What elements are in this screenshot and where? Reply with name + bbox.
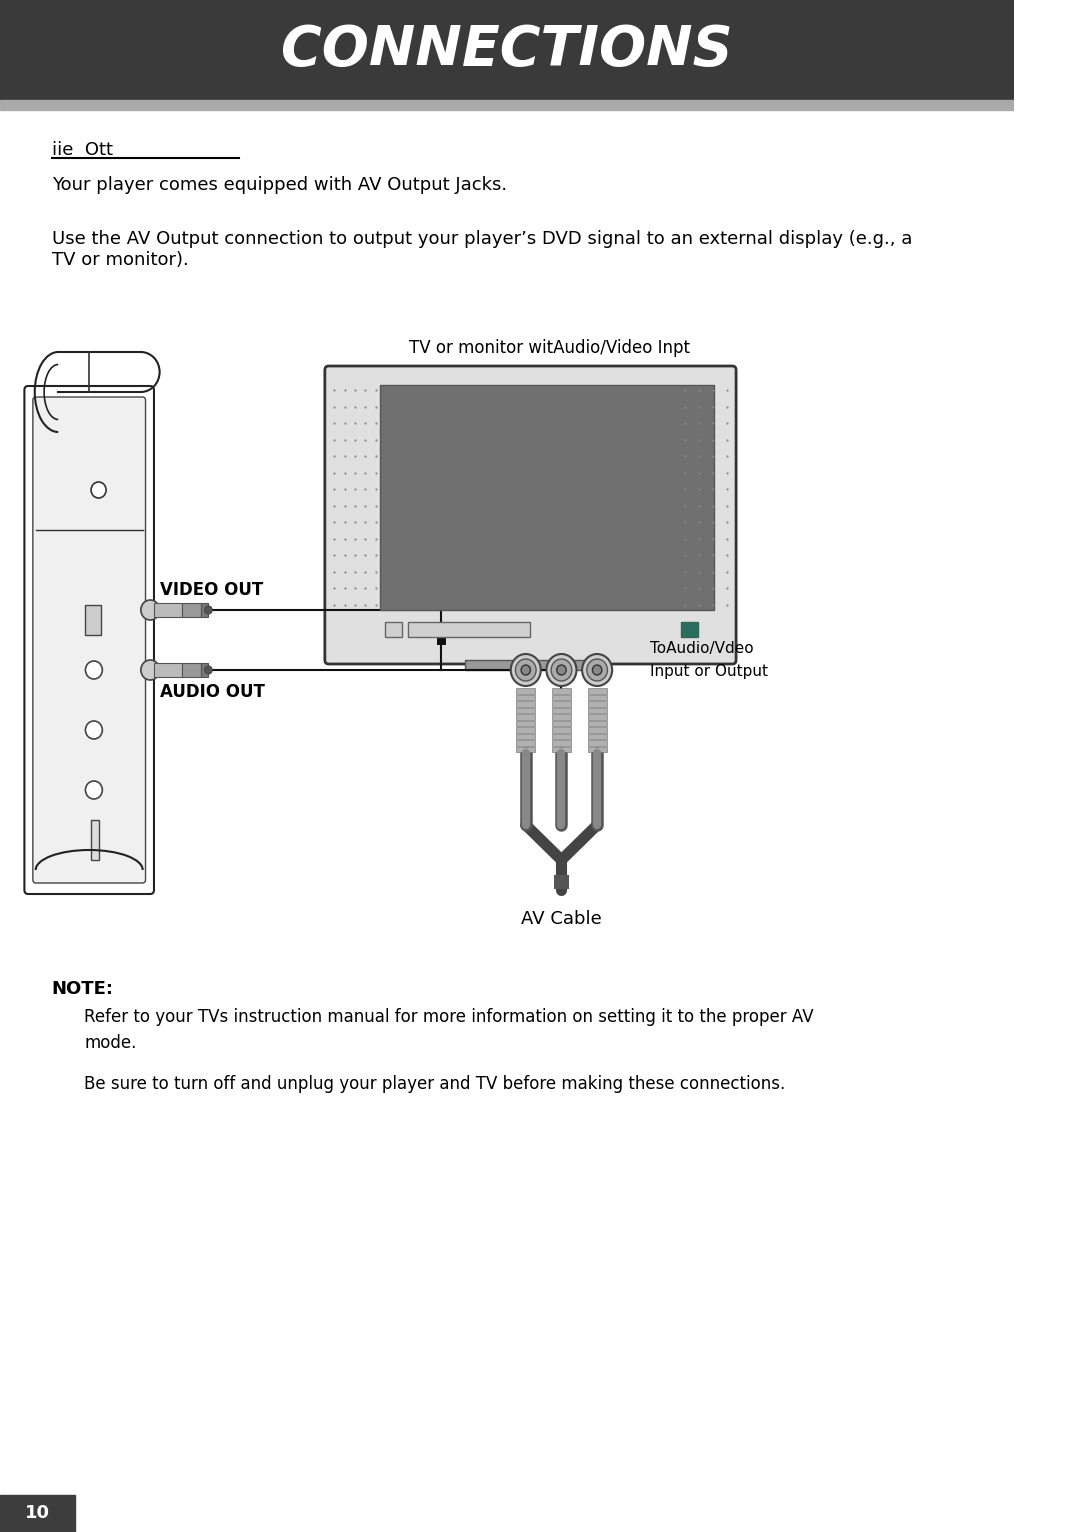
Text: ⊕: ⊕	[98, 556, 105, 564]
Text: VOLUME: VOLUME	[82, 818, 87, 841]
Circle shape	[593, 665, 602, 676]
Text: POWER
ON/OFF: POWER ON/OFF	[70, 610, 81, 630]
Circle shape	[85, 660, 103, 679]
Bar	[516, 708, 536, 712]
Bar	[183, 663, 201, 677]
Circle shape	[85, 781, 103, 800]
Bar	[154, 604, 183, 617]
Bar	[588, 728, 607, 732]
Bar	[588, 740, 607, 746]
Circle shape	[85, 722, 103, 738]
Circle shape	[521, 665, 530, 676]
Bar	[552, 740, 571, 746]
Bar	[516, 720, 536, 726]
Bar	[91, 820, 98, 859]
Bar	[588, 708, 607, 712]
Bar	[516, 694, 536, 700]
Bar	[588, 688, 607, 694]
Text: NOTE:: NOTE:	[52, 980, 113, 997]
Bar	[436, 634, 446, 645]
Text: AUDIO: AUDIO	[69, 709, 76, 731]
Text: TV or monitor witAudio/Video Inpt: TV or monitor witAudio/Video Inpt	[408, 339, 690, 357]
Bar	[380, 385, 714, 610]
Bar	[516, 734, 536, 738]
Bar	[516, 728, 536, 732]
Bar	[516, 746, 536, 752]
Bar	[516, 702, 536, 706]
Bar	[464, 660, 596, 669]
Bar	[84, 605, 102, 634]
Bar	[680, 622, 698, 637]
Text: Be sure to turn off and unplug your player and TV before making these connection: Be sure to turn off and unplug your play…	[84, 1075, 786, 1092]
Bar	[0, 0, 1014, 100]
Bar	[516, 740, 536, 746]
Bar	[588, 694, 607, 700]
Bar	[154, 663, 183, 677]
Bar	[552, 694, 571, 700]
FancyBboxPatch shape	[32, 397, 146, 882]
Bar	[552, 734, 571, 738]
Bar	[552, 702, 571, 706]
Circle shape	[140, 660, 160, 680]
Bar	[201, 604, 208, 617]
Bar	[588, 746, 607, 752]
Bar	[588, 714, 607, 720]
Text: 10: 10	[25, 1504, 50, 1521]
Bar	[0, 100, 1014, 110]
Bar	[384, 622, 402, 637]
Bar	[201, 663, 208, 677]
Text: Your player comes equipped with AV Output Jacks.: Your player comes equipped with AV Outpu…	[52, 176, 507, 195]
Circle shape	[586, 659, 607, 682]
Bar	[552, 720, 571, 726]
Bar	[552, 708, 571, 712]
Bar	[552, 714, 571, 720]
Bar	[408, 622, 530, 637]
Bar	[588, 734, 607, 738]
Text: ToAudio/Vdeo
Input or Output: ToAudio/Vdeo Input or Output	[650, 642, 768, 679]
Text: DC 9V: DC 9V	[91, 559, 97, 581]
Circle shape	[551, 659, 571, 682]
Circle shape	[582, 654, 612, 686]
Bar	[516, 714, 536, 720]
Text: Refer to your TVs instruction manual for more information on setting it to the p: Refer to your TVs instruction manual for…	[84, 1008, 814, 1052]
Bar	[554, 875, 569, 889]
FancyBboxPatch shape	[325, 366, 737, 663]
FancyBboxPatch shape	[25, 386, 154, 895]
Text: CONNECTIONS: CONNECTIONS	[281, 23, 733, 77]
Text: AUDIO OUT: AUDIO OUT	[160, 683, 265, 702]
Bar	[552, 688, 571, 694]
Bar	[552, 746, 571, 752]
Text: VIDEO: VIDEO	[69, 650, 76, 671]
Circle shape	[557, 665, 566, 676]
Text: VIDEO OUT: VIDEO OUT	[160, 581, 262, 599]
Bar	[588, 702, 607, 706]
Text: PHONE: PHONE	[69, 768, 76, 792]
Circle shape	[546, 654, 577, 686]
Text: ⊕: ⊕	[98, 571, 105, 578]
Circle shape	[205, 666, 212, 674]
Circle shape	[515, 659, 536, 682]
Text: AV Cable: AV Cable	[521, 910, 602, 928]
Text: Use the AV Output connection to output your player’s DVD signal to an external d: Use the AV Output connection to output y…	[52, 230, 912, 268]
Bar	[552, 728, 571, 732]
Bar	[588, 720, 607, 726]
Bar	[183, 604, 201, 617]
Bar	[0, 1495, 76, 1532]
Circle shape	[205, 607, 212, 614]
Circle shape	[140, 601, 160, 620]
Circle shape	[511, 654, 541, 686]
Bar	[516, 688, 536, 694]
Text: iie  Ott: iie Ott	[52, 141, 112, 159]
Circle shape	[91, 483, 106, 498]
